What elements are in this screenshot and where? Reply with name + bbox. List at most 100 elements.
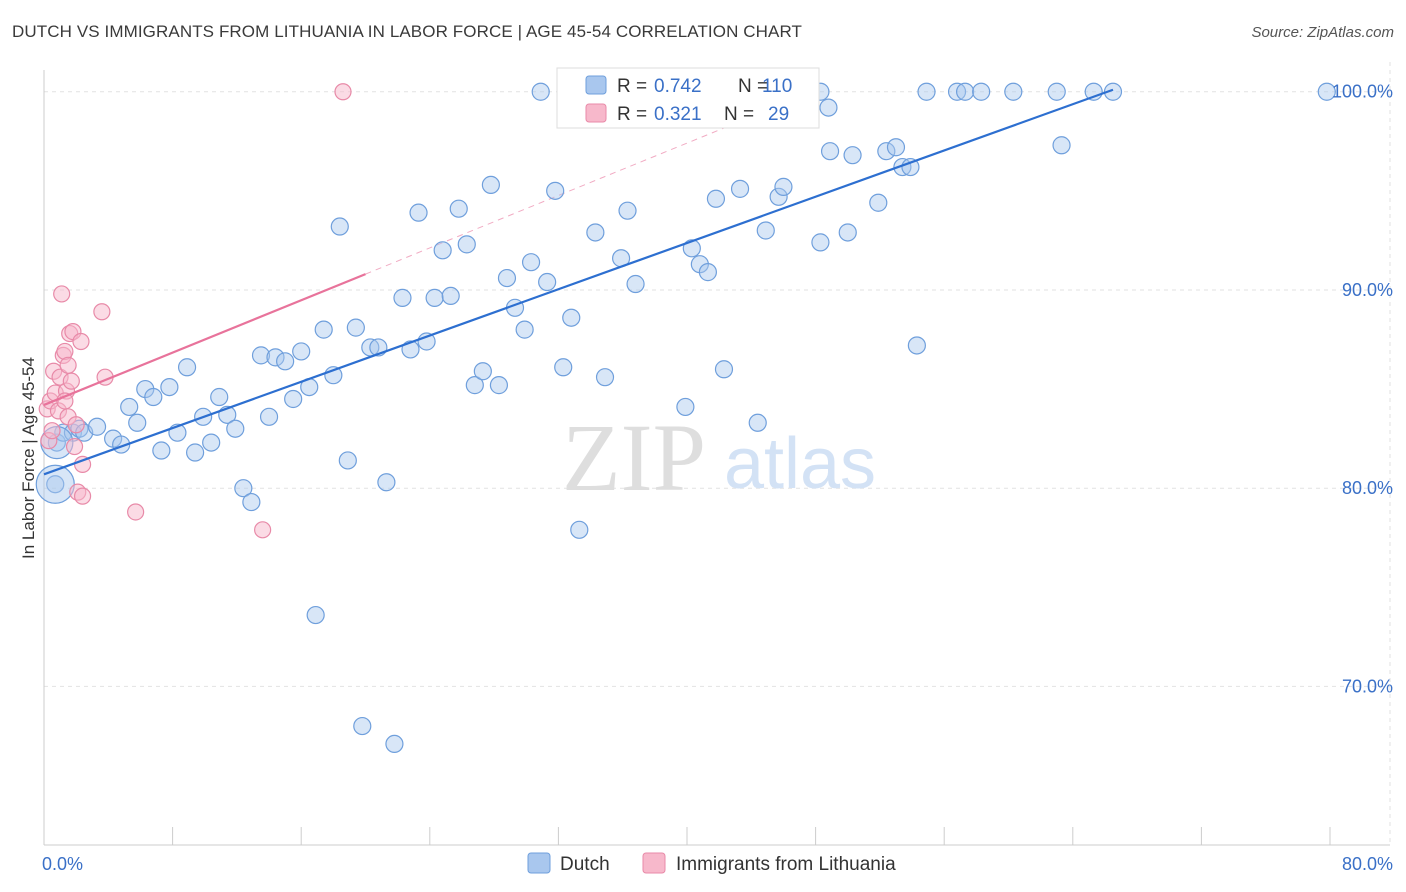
- dutch-point: [869, 193, 888, 212]
- legend-lithuania-swatch: [585, 103, 607, 123]
- axes: [43, 70, 1390, 846]
- dutch-point: [955, 82, 975, 101]
- watermark-zip: ZIP: [562, 404, 706, 511]
- dutch-point: [346, 318, 365, 337]
- dutch-point: [546, 181, 565, 200]
- lithuania-trend-extension: [365, 122, 736, 275]
- x-tick-label: 80.0%: [1342, 854, 1393, 874]
- dutch-point: [330, 217, 349, 236]
- dutch-point: [521, 253, 541, 272]
- lithuania-point: [73, 487, 92, 505]
- dutch-point: [441, 286, 460, 306]
- watermark-atlas: atlas: [724, 424, 876, 504]
- y-tick-label: 100.0%: [1332, 82, 1393, 102]
- dutch-point: [586, 223, 605, 242]
- dutch-point: [595, 368, 615, 387]
- legend-dutch-swatch: [585, 75, 607, 95]
- dutch-point: [562, 308, 581, 327]
- dutch-point: [314, 320, 333, 339]
- bottom-legend: Dutch Immigrants from Lithuania: [527, 852, 896, 875]
- y-tick-labels: 70.0% 80.0% 90.0% 100.0%: [1332, 82, 1393, 697]
- dutch-point: [748, 413, 767, 432]
- dutch-point: [820, 142, 840, 161]
- dutch-point: [531, 82, 550, 101]
- lithuania-point: [62, 372, 80, 390]
- lithuania-trend-line: [43, 273, 366, 406]
- dutch-point: [457, 235, 476, 254]
- dutch-point: [385, 734, 404, 754]
- dutch-point: [714, 360, 734, 379]
- dutch-point: [202, 433, 221, 452]
- dutch-point: [242, 492, 261, 512]
- dutch-point: [838, 223, 857, 242]
- lithuania-point: [67, 416, 85, 434]
- dutch-point: [1052, 136, 1071, 155]
- dutch-point: [226, 419, 245, 438]
- lithuania-point: [72, 332, 90, 351]
- lithuania-point: [43, 422, 61, 440]
- dutch-point: [676, 397, 695, 417]
- dutch-point: [409, 203, 428, 222]
- watermark: ZIP atlas: [562, 404, 876, 511]
- dutch-point: [377, 473, 396, 492]
- lithuania-points: [38, 83, 352, 539]
- dutch-point: [425, 288, 444, 307]
- dutch-point: [266, 348, 285, 367]
- lithuania-point: [53, 285, 71, 303]
- dutch-point: [756, 221, 775, 240]
- bottom-legend-dutch-swatch: [527, 852, 551, 874]
- lithuania-point: [56, 342, 74, 361]
- dutch-point: [259, 407, 279, 426]
- dutch-point: [682, 239, 701, 258]
- dutch-point: [1004, 82, 1023, 101]
- lithuania-point: [334, 83, 352, 101]
- lithuania-point: [254, 521, 272, 539]
- lithuania-point: [65, 437, 84, 456]
- dutch-point: [128, 413, 147, 432]
- dutch-point: [901, 157, 920, 177]
- dutch-point: [706, 189, 726, 208]
- trend-lines: [43, 88, 1114, 476]
- dutch-point: [907, 336, 926, 355]
- dutch-point: [210, 387, 229, 407]
- legend: R = 0.742 N = 110 R = 0.321 N = 29: [556, 67, 820, 129]
- dutch-point: [972, 82, 991, 101]
- dutch-point: [886, 138, 906, 157]
- legend-lithuania-n-value: 29: [768, 104, 789, 125]
- dutch-point: [284, 389, 303, 409]
- lithuania-point: [93, 303, 111, 321]
- dutch-point: [877, 142, 896, 161]
- dutch-point: [433, 241, 452, 260]
- dutch-point: [449, 199, 468, 218]
- dutch-point: [1317, 82, 1336, 101]
- legend-lithuania-r-value: 0.321: [654, 104, 702, 125]
- legend-dutch-n-value: 110: [762, 76, 792, 97]
- legend-dutch-r-value: 0.742: [654, 76, 702, 97]
- dutch-point: [917, 82, 936, 101]
- dutch-point: [473, 362, 492, 381]
- bottom-legend-lithuania-swatch: [642, 852, 666, 874]
- dutch-point: [393, 288, 412, 307]
- dutch-point: [489, 376, 509, 395]
- dutch-point: [251, 346, 271, 365]
- dutch-point: [87, 417, 107, 436]
- lithuania-point: [59, 356, 77, 374]
- dutch-point: [401, 340, 420, 359]
- dutch-point: [177, 358, 197, 377]
- bottom-legend-lithuania-label: Immigrants from Lithuania: [676, 854, 896, 875]
- dutch-point: [698, 263, 717, 282]
- dutch-point: [570, 520, 589, 539]
- dutch-point: [843, 146, 862, 165]
- legend-lithuania-n-label: N =: [724, 104, 754, 125]
- y-tick-label: 90.0%: [1342, 280, 1393, 300]
- dutch-trend-line: [43, 88, 1114, 476]
- dutch-point: [353, 716, 372, 736]
- dutch-point: [626, 274, 645, 294]
- lithuania-point: [127, 503, 145, 521]
- x-tick-labels: 0.0% 80.0%: [42, 854, 1393, 874]
- dutch-point: [465, 376, 484, 395]
- dutch-point: [774, 177, 793, 196]
- dutch-point: [481, 175, 500, 195]
- x-tick-label: 0.0%: [42, 854, 83, 874]
- dutch-point: [144, 387, 163, 407]
